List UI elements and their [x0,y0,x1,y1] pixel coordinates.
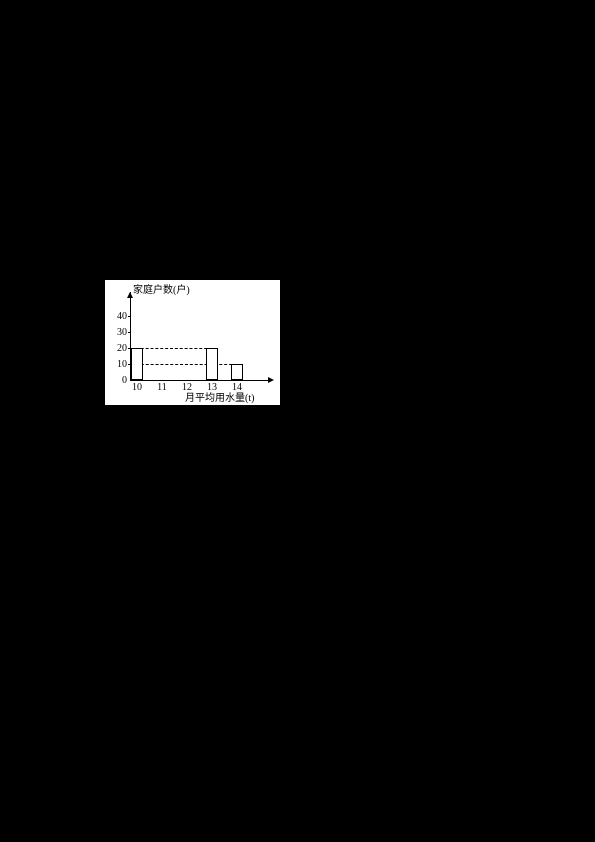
bar-13 [206,348,218,380]
y-tick-20: 20 [113,344,127,354]
y-tick-10: 10 [113,360,127,370]
y-tick-0: 0 [113,376,127,386]
chart-plot-area: 家庭户数(户) 0 10 20 30 40 10 11 12 1 [105,280,280,405]
x-tick-12: 12 [180,383,194,393]
x-axis-title: 月平均用水量(t) [185,394,254,404]
x-axis-line [130,380,268,381]
bar-chart: 家庭户数(户) 0 10 20 30 40 10 11 12 1 [105,280,280,405]
y-tickmark [128,316,131,317]
x-tick-14: 14 [230,383,244,393]
x-tick-10: 10 [130,383,144,393]
y-axis-arrow [127,292,133,298]
bar-10 [131,348,143,380]
y-tick-30: 30 [113,328,127,338]
bar-14 [231,364,243,380]
guide-line-20 [131,348,212,349]
x-tick-13: 13 [205,383,219,393]
guide-line-10 [131,364,237,365]
y-axis-title: 家庭户数(户) [133,286,190,296]
y-tickmark [128,332,131,333]
x-axis-arrow [268,377,274,383]
y-tick-40: 40 [113,312,127,322]
x-tick-11: 11 [155,383,169,393]
